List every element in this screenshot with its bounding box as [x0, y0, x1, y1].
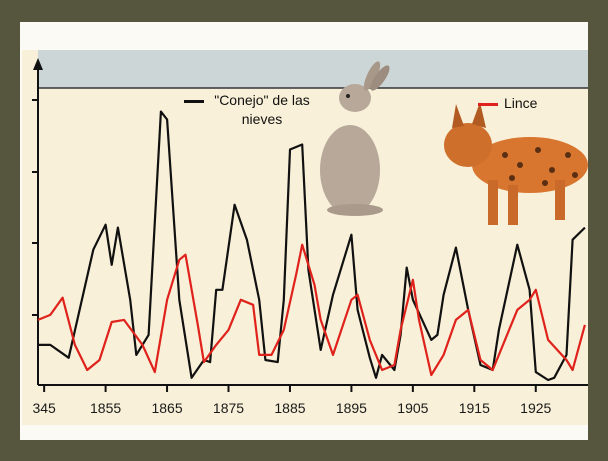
legend-label: Lince — [504, 94, 568, 113]
legend-label: "Conejo" de las nieves — [210, 91, 314, 129]
frame-edge — [588, 0, 608, 461]
x-tick-label: 1905 — [397, 400, 428, 416]
legend-key — [478, 103, 498, 106]
page: 3451855186518751885189519051915192519 ((… — [0, 0, 608, 461]
x-tick-label: 1895 — [336, 400, 367, 416]
chart: 3451855186518751885189519051915192519 — [0, 0, 608, 461]
legend-item: Lince — [478, 94, 568, 113]
x-tick-label: 1865 — [151, 400, 182, 416]
x-tick-label: 1855 — [90, 400, 121, 416]
legend-key — [184, 100, 204, 103]
x-tick-label: 1885 — [274, 400, 305, 416]
x-tick-label: 1875 — [213, 400, 244, 416]
x-tick-label: 1925 — [520, 400, 551, 416]
x-tick-label: 1915 — [459, 400, 490, 416]
x-tick-label: 345 — [32, 400, 56, 416]
legend-item: "Conejo" de las nieves — [184, 91, 314, 129]
top-band — [38, 50, 588, 88]
